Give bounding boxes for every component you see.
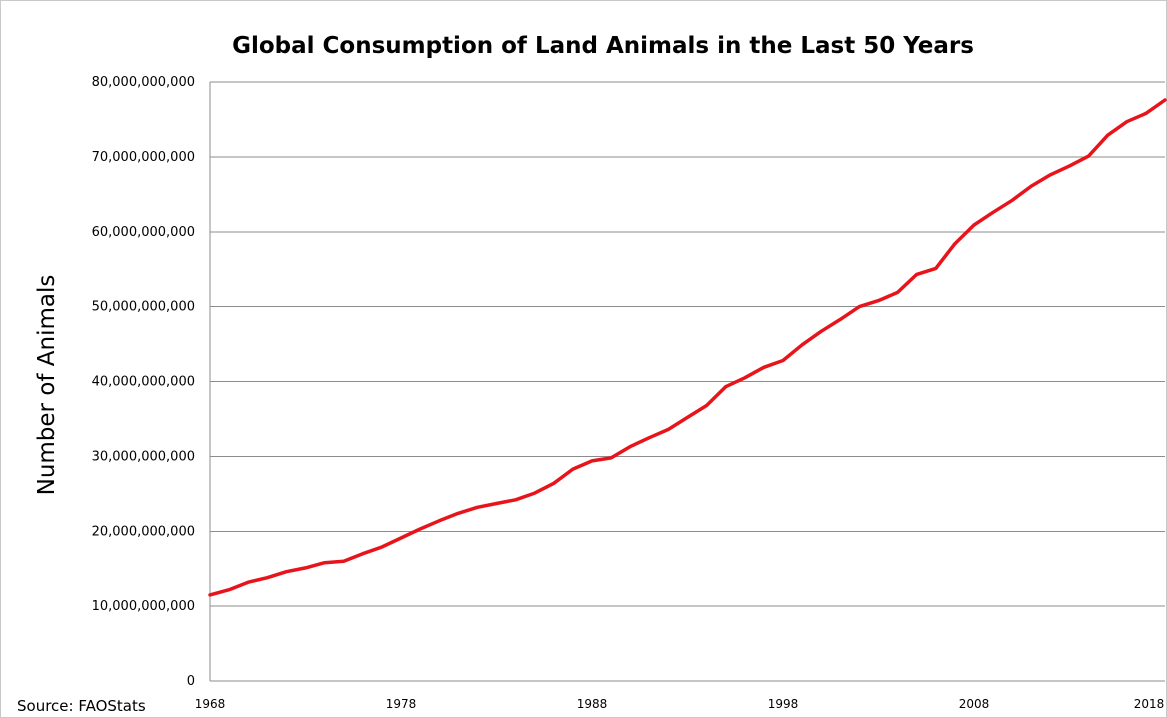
x-tick-label: 1998 — [768, 697, 799, 711]
x-tick-label: 1968 — [195, 697, 226, 711]
x-tick-labels: 1968 1978 1988 1998 2008 2018 — [195, 697, 1165, 711]
y-axis-label: Number of Animals — [34, 275, 60, 496]
x-tick-label: 2008 — [959, 697, 990, 711]
x-tick-label: 2018 — [1134, 697, 1165, 711]
y-tick-label: 50,000,000,000 — [92, 300, 195, 315]
y-tick-labels: 0 10,000,000,000 20,000,000,000 30,000,000,… — [92, 75, 195, 689]
axes — [209, 82, 1165, 682]
y-tick-label: 40,000,000,000 — [92, 375, 195, 390]
y-tick-label: 10,000,000,000 — [92, 599, 195, 614]
x-tick-label: 1988 — [577, 697, 608, 711]
gridlines — [210, 81, 1165, 607]
y-tick-label: 30,000,000,000 — [92, 449, 195, 464]
series-line — [208, 98, 1167, 597]
y-tick-label: 60,000,000,000 — [92, 225, 195, 240]
y-tick-label: 70,000,000,000 — [92, 150, 195, 165]
y-tick-label: 0 — [187, 674, 195, 689]
series-layer — [208, 98, 1167, 597]
y-tick-label: 80,000,000,000 — [92, 75, 195, 90]
y-tick-label: 20,000,000,000 — [92, 524, 195, 539]
x-tick-label: 1978 — [386, 697, 417, 711]
source-note: Source: FAOStats — [17, 697, 146, 715]
chart-title: Global Consumption of Land Animals in th… — [232, 33, 974, 59]
